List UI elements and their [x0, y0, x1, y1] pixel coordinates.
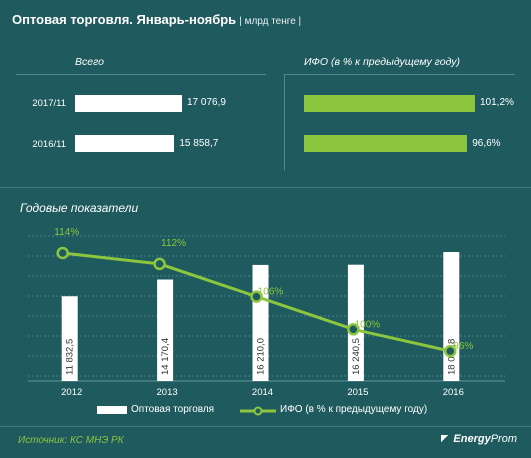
x-tick-label-2014: 2014: [252, 387, 273, 398]
ifo-label-2014: 106%: [258, 287, 284, 298]
ifo-value-2016-11: 96,6%: [472, 138, 501, 149]
bar-2013: [157, 279, 174, 381]
bar-value-label-2013: 14 170,4: [160, 338, 171, 375]
ifo-point-2016: [444, 344, 457, 358]
logo-part-bold: Energy: [453, 433, 491, 445]
bar-2012: [61, 296, 78, 381]
x-tick-label-2016: 2016: [443, 387, 464, 398]
ifo-point-2014: [250, 290, 263, 303]
top-left-divider: [16, 74, 266, 75]
logo-part-rest: Prom: [490, 433, 517, 445]
ifo-label-2013: 112%: [161, 238, 186, 249]
ifo-bar-2017-11: [304, 95, 475, 112]
x-tick-label-2012: 2012: [61, 387, 82, 398]
legend-label-line: ИФО (в % к предыдущему году): [280, 404, 428, 415]
section-divider: [0, 187, 531, 188]
ifo-section-label: ИФО (в % к предыдущему году): [304, 56, 461, 68]
legend-swatch-line: [240, 406, 276, 416]
total-section-label: Всего: [75, 56, 104, 68]
ifo-value-2017-11: 101,2%: [480, 97, 514, 108]
units-label: | млрд тенге |: [239, 16, 302, 27]
legend: Оптовая торговля ИФО (в % к предыдущему …: [0, 404, 531, 418]
ifo-point-2013: [153, 257, 166, 271]
ifo-bar-2016-11: [304, 135, 468, 152]
top-right-divider: [285, 74, 515, 75]
annual-section-label: Годовые показатели: [20, 201, 139, 215]
brand-logo: EnergyProm: [441, 433, 517, 445]
bar-value-label-2012: 11 832,5: [65, 339, 76, 375]
total-bar-2016-11: [75, 135, 175, 152]
footer-divider: [0, 426, 531, 427]
row-label-2016-11: 2016/11: [32, 139, 66, 150]
bar-2015: [347, 264, 364, 381]
ifo-label-2012: 114%: [54, 227, 79, 238]
ifo-label-2016: 96%: [453, 341, 473, 352]
logo-mark-icon: [441, 435, 452, 444]
x-tick-label-2015: 2015: [347, 387, 368, 398]
bar-value-label-2015: 16 240,5: [351, 338, 362, 375]
source-note: Источник: КС МНЭ РК: [18, 435, 124, 446]
total-value-2017-11: 17 076,9: [187, 97, 226, 108]
ifo-point-2012: [56, 246, 69, 260]
total-value-2016-11: 15 858,7: [179, 138, 219, 149]
ifo-label-2015: 100%: [355, 319, 381, 330]
top-center-divider: [284, 74, 285, 170]
title-text: Оптовая торговля. Январь-ноябрь: [12, 12, 237, 27]
annual-chart: 11 832,514 170,416 210,016 240,518 011,8…: [28, 227, 505, 398]
legend-label-bars: Оптовая торговля: [131, 404, 215, 415]
bar-value-label-2014: 16 210,0: [256, 338, 267, 375]
legend-swatch-bars: [97, 406, 127, 414]
ifo-point-2015: [347, 323, 360, 336]
page-title: Оптовая торговля. Январь-ноябрь | млрд те…: [12, 12, 301, 27]
x-tick-label-2013: 2013: [157, 387, 178, 398]
total-bar-2017-11: [75, 95, 182, 112]
row-label-2017-11: 2017/11: [32, 98, 66, 109]
